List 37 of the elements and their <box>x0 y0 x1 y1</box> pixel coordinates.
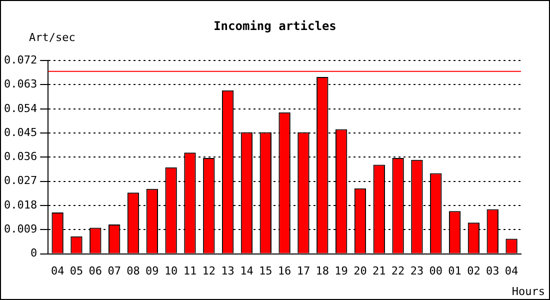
y-tick-label: 0.018 <box>4 198 38 212</box>
y-tick-label: 0.045 <box>4 126 38 139</box>
x-tick-label: 11 <box>183 264 197 278</box>
y-tick-label: 0.009 <box>4 222 38 236</box>
x-tick-label: 02 <box>467 264 480 278</box>
x-tick-label: 20 <box>354 264 367 278</box>
x-tick-label: 06 <box>88 264 102 278</box>
y-tick-label: 0.063 <box>4 78 38 91</box>
x-tick-label: 22 <box>391 264 405 278</box>
y-tick-label: 0.072 <box>4 53 38 66</box>
y-axis-title: Art/sec <box>29 31 76 44</box>
x-tick-label: 12 <box>202 264 216 278</box>
chart-title: Incoming articles <box>214 19 336 33</box>
x-tick-label: 17 <box>296 264 310 278</box>
y-tick-label: 0.054 <box>4 102 38 115</box>
x-tick-label: 00 <box>429 264 443 278</box>
x-axis-title: Hours <box>512 285 545 298</box>
x-tick-label: 05 <box>70 264 84 278</box>
x-tick-label: 07 <box>108 264 121 278</box>
x-tick-label: 04 <box>504 264 519 278</box>
x-tick-label: 14 <box>240 264 254 278</box>
x-tick-label: 16 <box>278 264 292 278</box>
x-tick-label: 04 <box>50 264 65 278</box>
y-tick-label: 0.027 <box>4 174 38 188</box>
x-tick-label: 19 <box>334 264 348 278</box>
x-tick-label: 01 <box>448 264 462 278</box>
x-tick-label: 03 <box>486 264 500 278</box>
y-tick-label: 0.036 <box>4 150 38 164</box>
x-tick-label: 23 <box>410 264 424 278</box>
x-tick-label: 13 <box>221 264 234 278</box>
x-tick-label: 18 <box>316 264 330 278</box>
x-tick-label: 09 <box>146 264 159 278</box>
x-tick-label: 21 <box>372 264 386 278</box>
x-tick-label: 10 <box>164 264 178 278</box>
x-tick-label: 15 <box>259 264 272 278</box>
x-tick-label: 08 <box>126 264 140 278</box>
y-tick-label: 0 <box>30 246 38 260</box>
